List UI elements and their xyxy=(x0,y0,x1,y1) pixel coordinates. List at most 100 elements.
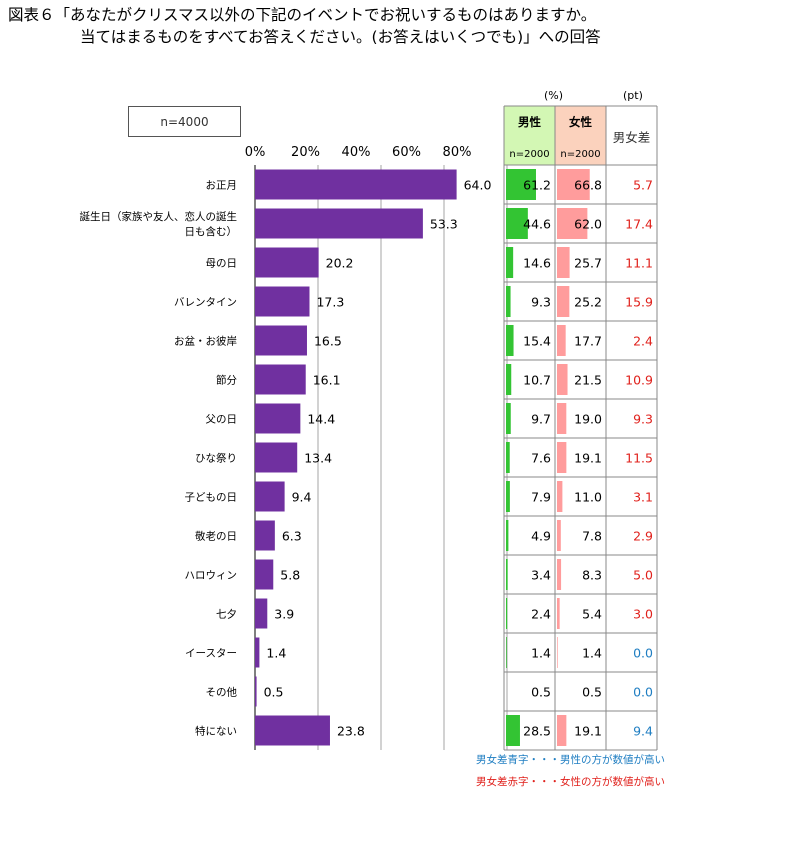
male-bar-5 xyxy=(506,364,512,395)
diff-header-label: 男女差 xyxy=(613,130,651,145)
bar-value-2: 20.2 xyxy=(326,256,354,271)
male-header-cell xyxy=(504,106,555,165)
category-label-7: ひな祭り xyxy=(195,453,237,465)
diff-value-14: 9.4 xyxy=(633,724,653,739)
female-value-10: 8.3 xyxy=(582,568,602,583)
male-bar-7 xyxy=(506,442,510,473)
diff-value-3: 15.9 xyxy=(625,295,653,310)
category-label-13: その他 xyxy=(206,686,238,699)
diff-value-4: 2.4 xyxy=(633,334,653,349)
bar-4 xyxy=(255,325,307,356)
category-label-9: 敬老の日 xyxy=(195,530,237,543)
female-bar-3 xyxy=(557,286,570,317)
male-value-9: 4.9 xyxy=(531,529,551,544)
bar-5 xyxy=(255,364,306,395)
male-n-label: n=2000 xyxy=(509,149,549,160)
x-tick-0: 0% xyxy=(244,145,266,160)
female-value-12: 1.4 xyxy=(582,646,602,661)
male-bar-2 xyxy=(506,247,514,278)
bar-3 xyxy=(255,286,310,317)
unit-pt: (pt) xyxy=(623,89,643,102)
male-bar-8 xyxy=(506,481,510,512)
female-value-0: 66.8 xyxy=(574,178,602,193)
male-value-7: 7.6 xyxy=(531,451,551,466)
diff-value-0: 5.7 xyxy=(633,178,653,193)
male-bar-0 xyxy=(506,169,536,200)
male-value-4: 15.4 xyxy=(523,334,551,349)
diff-value-9: 2.9 xyxy=(633,529,653,544)
male-value-11: 2.4 xyxy=(531,607,551,622)
bar-6 xyxy=(255,403,301,434)
female-bar-14 xyxy=(557,715,567,746)
female-bar-7 xyxy=(557,442,567,473)
female-value-14: 19.1 xyxy=(574,724,602,739)
male-bar-14 xyxy=(506,715,520,746)
legend-blue-note: 男女差青字・・・男性の方が数値が高い xyxy=(476,754,665,766)
bar-value-4: 16.5 xyxy=(314,334,342,349)
category-label-12: イースター xyxy=(185,648,237,660)
category-label-3: バレンタイン xyxy=(174,297,237,309)
bar-value-9: 6.3 xyxy=(282,529,302,544)
unit-percent: (%) xyxy=(544,89,564,102)
female-bar-11 xyxy=(557,598,560,629)
female-value-5: 21.5 xyxy=(574,373,602,388)
female-bar-10 xyxy=(557,559,562,590)
diff-value-11: 3.0 xyxy=(633,607,653,622)
diff-value-6: 9.3 xyxy=(633,412,653,427)
diff-value-10: 5.0 xyxy=(633,568,653,583)
female-bar-0 xyxy=(557,169,590,200)
female-value-3: 25.2 xyxy=(574,295,602,310)
category-label-10: ハロウィン xyxy=(185,570,238,582)
diff-value-12: 0.0 xyxy=(633,646,653,661)
bar-value-11: 3.9 xyxy=(274,607,294,622)
sample-size-box: n=4000 xyxy=(128,106,241,137)
male-bar-6 xyxy=(506,403,511,434)
category-label-8: 子どもの日 xyxy=(185,492,238,504)
bar-value-10: 5.8 xyxy=(280,568,300,583)
male-value-10: 3.4 xyxy=(531,568,551,583)
male-header-label: 男性 xyxy=(518,115,541,129)
category-label-6: 父の日 xyxy=(206,414,238,426)
bar-value-8: 9.4 xyxy=(292,490,312,505)
male-value-12: 1.4 xyxy=(531,646,551,661)
male-value-5: 10.7 xyxy=(523,373,551,388)
chart-title: 図表６「あなたがクリスマス以外の下記のイベントでお祝いするものはありますか。 当て… xyxy=(8,4,601,48)
bar-10 xyxy=(255,559,274,590)
female-bar-6 xyxy=(557,403,567,434)
legend-red-note: 男女差赤字・・・女性の方が数値が高い xyxy=(476,776,665,788)
bar-13 xyxy=(255,676,257,707)
female-bar-9 xyxy=(557,520,561,551)
bar-9 xyxy=(255,520,275,551)
bar-value-12: 1.4 xyxy=(266,646,286,661)
female-value-13: 0.5 xyxy=(582,685,602,700)
bar-14 xyxy=(255,715,330,746)
male-value-6: 9.7 xyxy=(531,412,551,427)
bar-value-7: 13.4 xyxy=(304,451,332,466)
category-label-4: お盆・お彼岸 xyxy=(174,335,237,348)
male-value-2: 14.6 xyxy=(523,256,551,271)
male-value-8: 7.9 xyxy=(531,490,551,505)
female-value-7: 19.1 xyxy=(574,451,602,466)
female-header-label: 女性 xyxy=(569,115,592,129)
category-label-5: 節分 xyxy=(216,374,237,387)
male-bar-9 xyxy=(506,520,509,551)
diff-value-8: 3.1 xyxy=(633,490,653,505)
bar-value-14: 23.8 xyxy=(337,724,365,739)
male-bar-1 xyxy=(506,208,528,239)
male-value-13: 0.5 xyxy=(531,685,551,700)
category-label-11: 七夕 xyxy=(216,609,237,621)
x-tick-20: 20% xyxy=(291,145,320,160)
male-value-14: 28.5 xyxy=(523,724,551,739)
female-value-2: 25.7 xyxy=(574,256,602,271)
male-value-3: 9.3 xyxy=(531,295,551,310)
x-tick-40: 40% xyxy=(341,145,371,160)
bar-value-1: 53.3 xyxy=(430,217,458,232)
bar-value-6: 14.4 xyxy=(307,412,335,427)
bar-1 xyxy=(255,208,423,239)
category-label-1: 日も含む） xyxy=(185,225,238,238)
bar-11 xyxy=(255,598,268,629)
female-value-1: 62.0 xyxy=(574,217,602,232)
female-value-11: 5.4 xyxy=(582,607,602,622)
female-bar-4 xyxy=(557,325,566,356)
